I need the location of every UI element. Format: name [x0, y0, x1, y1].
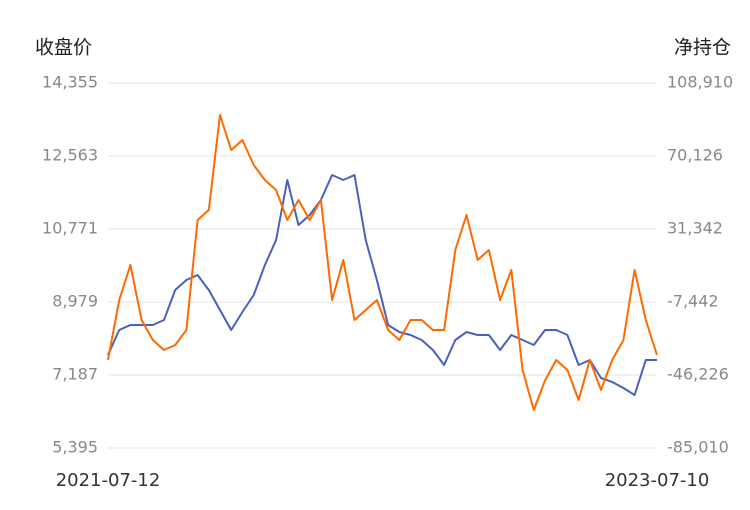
y-tick-label: 5,395 [52, 438, 98, 457]
y2-axis-title: 净持仓 [674, 37, 731, 59]
y-tick-label: 7,187 [52, 365, 98, 384]
x-tick-label: 2021-07-12 [56, 470, 161, 491]
line-series [107, 114, 658, 411]
y2-tick-label: 31,342 [667, 219, 723, 238]
y2-tick-label: -46,226 [667, 365, 729, 384]
y-tick-label: 8,979 [52, 292, 98, 311]
y-tick-label: 12,563 [42, 146, 98, 165]
line-series [107, 174, 657, 396]
y-tick-label: 10,771 [42, 219, 98, 238]
y2-tick-label: -85,010 [667, 438, 729, 457]
x-tick-label: 2023-07-10 [605, 470, 710, 491]
y-tick-label: 14,355 [42, 73, 98, 92]
y2-tick-label: 108,910 [667, 73, 733, 92]
y-axis-title: 收盘价 [35, 37, 92, 59]
y2-tick-label: 70,126 [667, 146, 723, 165]
y2-tick-label: -7,442 [667, 292, 719, 311]
